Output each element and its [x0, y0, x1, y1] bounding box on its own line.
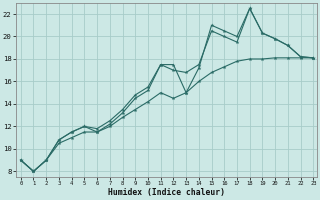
X-axis label: Humidex (Indice chaleur): Humidex (Indice chaleur)	[108, 188, 225, 197]
